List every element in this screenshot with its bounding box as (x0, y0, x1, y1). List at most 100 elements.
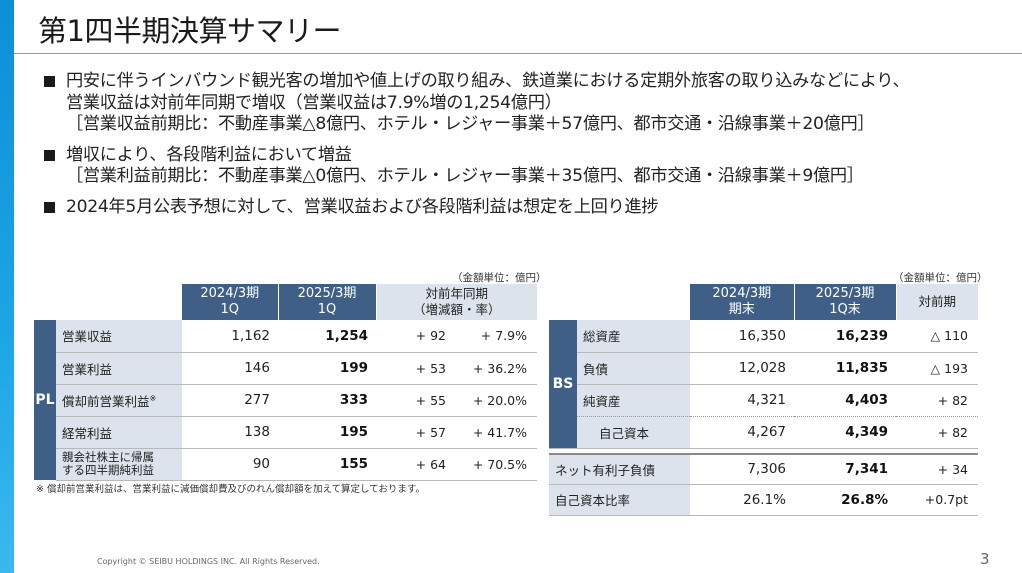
diff-amount: △ 110 (896, 320, 978, 353)
header-line: 2024/3期 (200, 286, 260, 301)
diff-amount: △ 193 (896, 352, 978, 385)
accent-bar (0, 0, 14, 573)
value-2024: 90 (182, 448, 278, 481)
header-line: （増減額・率） (412, 302, 501, 317)
table-row: 純資産 4,321 4,403 + 82 (549, 384, 978, 417)
value-2024: 138 (182, 416, 278, 449)
diff-amount: + 64 (376, 448, 456, 481)
value-2024: 7,306 (690, 454, 794, 485)
value-2025: 199 (278, 352, 376, 385)
value-2025: 16,239 (794, 320, 896, 353)
row-label-line: する四半期純利益 (62, 463, 154, 477)
value-2025: 26.8% (794, 484, 896, 516)
table-row: 経常利益 138 195 + 57 + 41.7% (34, 416, 537, 449)
header-line: 1Q (317, 302, 337, 317)
diff-amount: + 57 (376, 416, 456, 449)
bullet-forecast: 2024年5月公表予想に対して、営業収益および各段階利益は想定を上回り進捗 (42, 197, 1002, 219)
table-row: PL 営業収益 1,162 1,254 + 92 + 7.9% (34, 320, 537, 480)
bs-header-2025: 2025/3期 1Q末 (794, 284, 897, 320)
header-line: 2025/3期 (297, 286, 357, 301)
bullet-square-icon (44, 149, 55, 161)
value-2024: 146 (182, 352, 278, 385)
value-2024: 4,267 (690, 416, 794, 449)
value-2024: 16,350 (690, 320, 794, 353)
page-number: 3 (980, 550, 990, 568)
header-line: 2024/3期 (712, 286, 772, 301)
bullet-revenue: 円安に伴うインバウンド観光客の増加や値上げの取り組み、鉄道業における定期外旅客の… (42, 71, 1002, 136)
pl-header-2025: 2025/3期 1Q (278, 284, 377, 320)
value-2025: 155 (278, 448, 376, 481)
copyright: Copyright © SEIBU HOLDINGS INC. All Righ… (97, 557, 320, 566)
summary-bullets: 円安に伴うインバウンド観光客の増加や値上げの取り組み、鉄道業における定期外旅客の… (42, 71, 1002, 227)
row-label: ネット有利子負債 (549, 454, 690, 485)
bullet-line: ［営業利益前期比：不動産事業△0億円、ホテル・レジャー事業＋35億円、都市交通・… (66, 166, 864, 186)
row-label: 自己資本比率 (549, 484, 690, 516)
bs-header-change: 対前期 (896, 284, 978, 320)
value-2025: 4,403 (794, 384, 896, 417)
page-title: 第1四半期決算サマリー (38, 14, 341, 48)
bs-table: 2024/3期 期末 2025/3期 1Q末 対前期 BS 総資産 16,350… (549, 284, 978, 516)
table-row: BS 総資産 16,350 16,239 △ 110 (549, 320, 978, 449)
table-row: ネット有利子負債 7,306 7,341 + 34 (549, 454, 978, 485)
header-line: 期末 (728, 302, 755, 317)
diff-amount: + 92 (376, 320, 456, 353)
title-divider (14, 53, 1022, 54)
diff-rate: + 41.7% (456, 416, 537, 449)
row-label: 営業収益 (56, 320, 182, 353)
bullet-line: 営業収益は対前年同期で増収（営業収益は7.9%増の1,254億円） (66, 92, 562, 113)
header-line: 1Q末 (829, 302, 861, 317)
value-2024: 4,321 (690, 384, 794, 417)
header-line: 2025/3期 (815, 286, 875, 301)
value-2024: 277 (182, 384, 278, 417)
pl-unit-label: （金額単位：億円） (452, 272, 547, 284)
pl-side-label: PL (34, 320, 56, 480)
pl-table: 2024/3期 1Q 2025/3期 1Q 対前年同期 （増減額・率） PL 営… (34, 284, 537, 481)
value-2024: 12,028 (690, 352, 794, 385)
table-row: 負債 12,028 11,835 △ 193 (549, 352, 978, 385)
bs-side-label: BS (549, 320, 577, 449)
value-2025: 333 (278, 384, 376, 417)
value-2024: 26.1% (690, 484, 794, 516)
bullet-line: 増収により、各段階利益において増益 (66, 144, 352, 165)
value-2025: 11,835 (794, 352, 896, 385)
row-label-line: 親会社株主に帰属 (62, 450, 154, 464)
value-2025: 4,349 (794, 416, 896, 449)
row-label: 親会社株主に帰属 する四半期純利益 (56, 448, 182, 481)
row-label: 償却前営業利益※ (56, 384, 182, 417)
bs-header-2024: 2024/3期 期末 (690, 284, 795, 320)
row-label: 自己資本 (577, 416, 690, 449)
header-line: 1Q (220, 302, 239, 317)
diff-amount: +0.7pt (896, 484, 978, 516)
table-row: 親会社株主に帰属 する四半期純利益 90 155 + 64 + 70.5% (34, 448, 537, 481)
row-label: 負債 (577, 352, 690, 385)
bullet-line: 円安に伴うインバウンド観光客の増加や値上げの取り組み、鉄道業における定期外旅客の… (66, 71, 910, 91)
diff-amount: + 53 (376, 352, 456, 385)
diff-amount: + 82 (896, 416, 978, 449)
table-row: 償却前営業利益※ 277 333 + 55 + 20.0% (34, 384, 537, 417)
bullet-line: ［営業収益前期比：不動産事業△8億円、ホテル・レジャー事業＋57億円、都市交通・… (66, 114, 875, 134)
bullet-square-icon (44, 76, 55, 87)
diff-rate: + 7.9% (456, 320, 537, 353)
row-label: 経常利益 (56, 416, 182, 449)
pl-header-2024: 2024/3期 1Q (182, 284, 279, 320)
footnote-mark: ※ (149, 393, 157, 403)
bs-unit-label: （金額単位：億円） (893, 272, 988, 284)
bullet-profit: 増収により、各段階利益において増益 ［営業利益前期比：不動産事業△0億円、ホテル… (42, 145, 1002, 188)
diff-rate: + 70.5% (456, 448, 537, 481)
bullet-square-icon (44, 201, 55, 213)
footnote: ※ 償却前営業利益は、営業利益に減価償却費及びのれん償却額を加えて算定しておりま… (36, 484, 425, 495)
bullet-line: 2024年5月公表予想に対して、営業収益および各段階利益は想定を上回り進捗 (66, 196, 659, 217)
diff-amount: + 34 (896, 454, 978, 485)
diff-rate: + 36.2% (456, 352, 537, 385)
diff-rate: + 20.0% (456, 384, 537, 417)
row-label: 総資産 (577, 320, 690, 353)
row-label: 営業利益 (56, 352, 182, 385)
value-2025: 195 (278, 416, 376, 449)
pl-header-yoy: 対前年同期 （増減額・率） (376, 284, 537, 320)
diff-amount: + 55 (376, 384, 456, 417)
value-2024: 1,162 (182, 320, 278, 353)
table-row: 営業利益 146 199 + 53 + 36.2% (34, 352, 537, 385)
row-label: 純資産 (577, 384, 690, 417)
table-row: 自己資本比率 26.1% 26.8% +0.7pt (549, 484, 978, 516)
row-label-text: 償却前営業利益 (62, 393, 150, 409)
